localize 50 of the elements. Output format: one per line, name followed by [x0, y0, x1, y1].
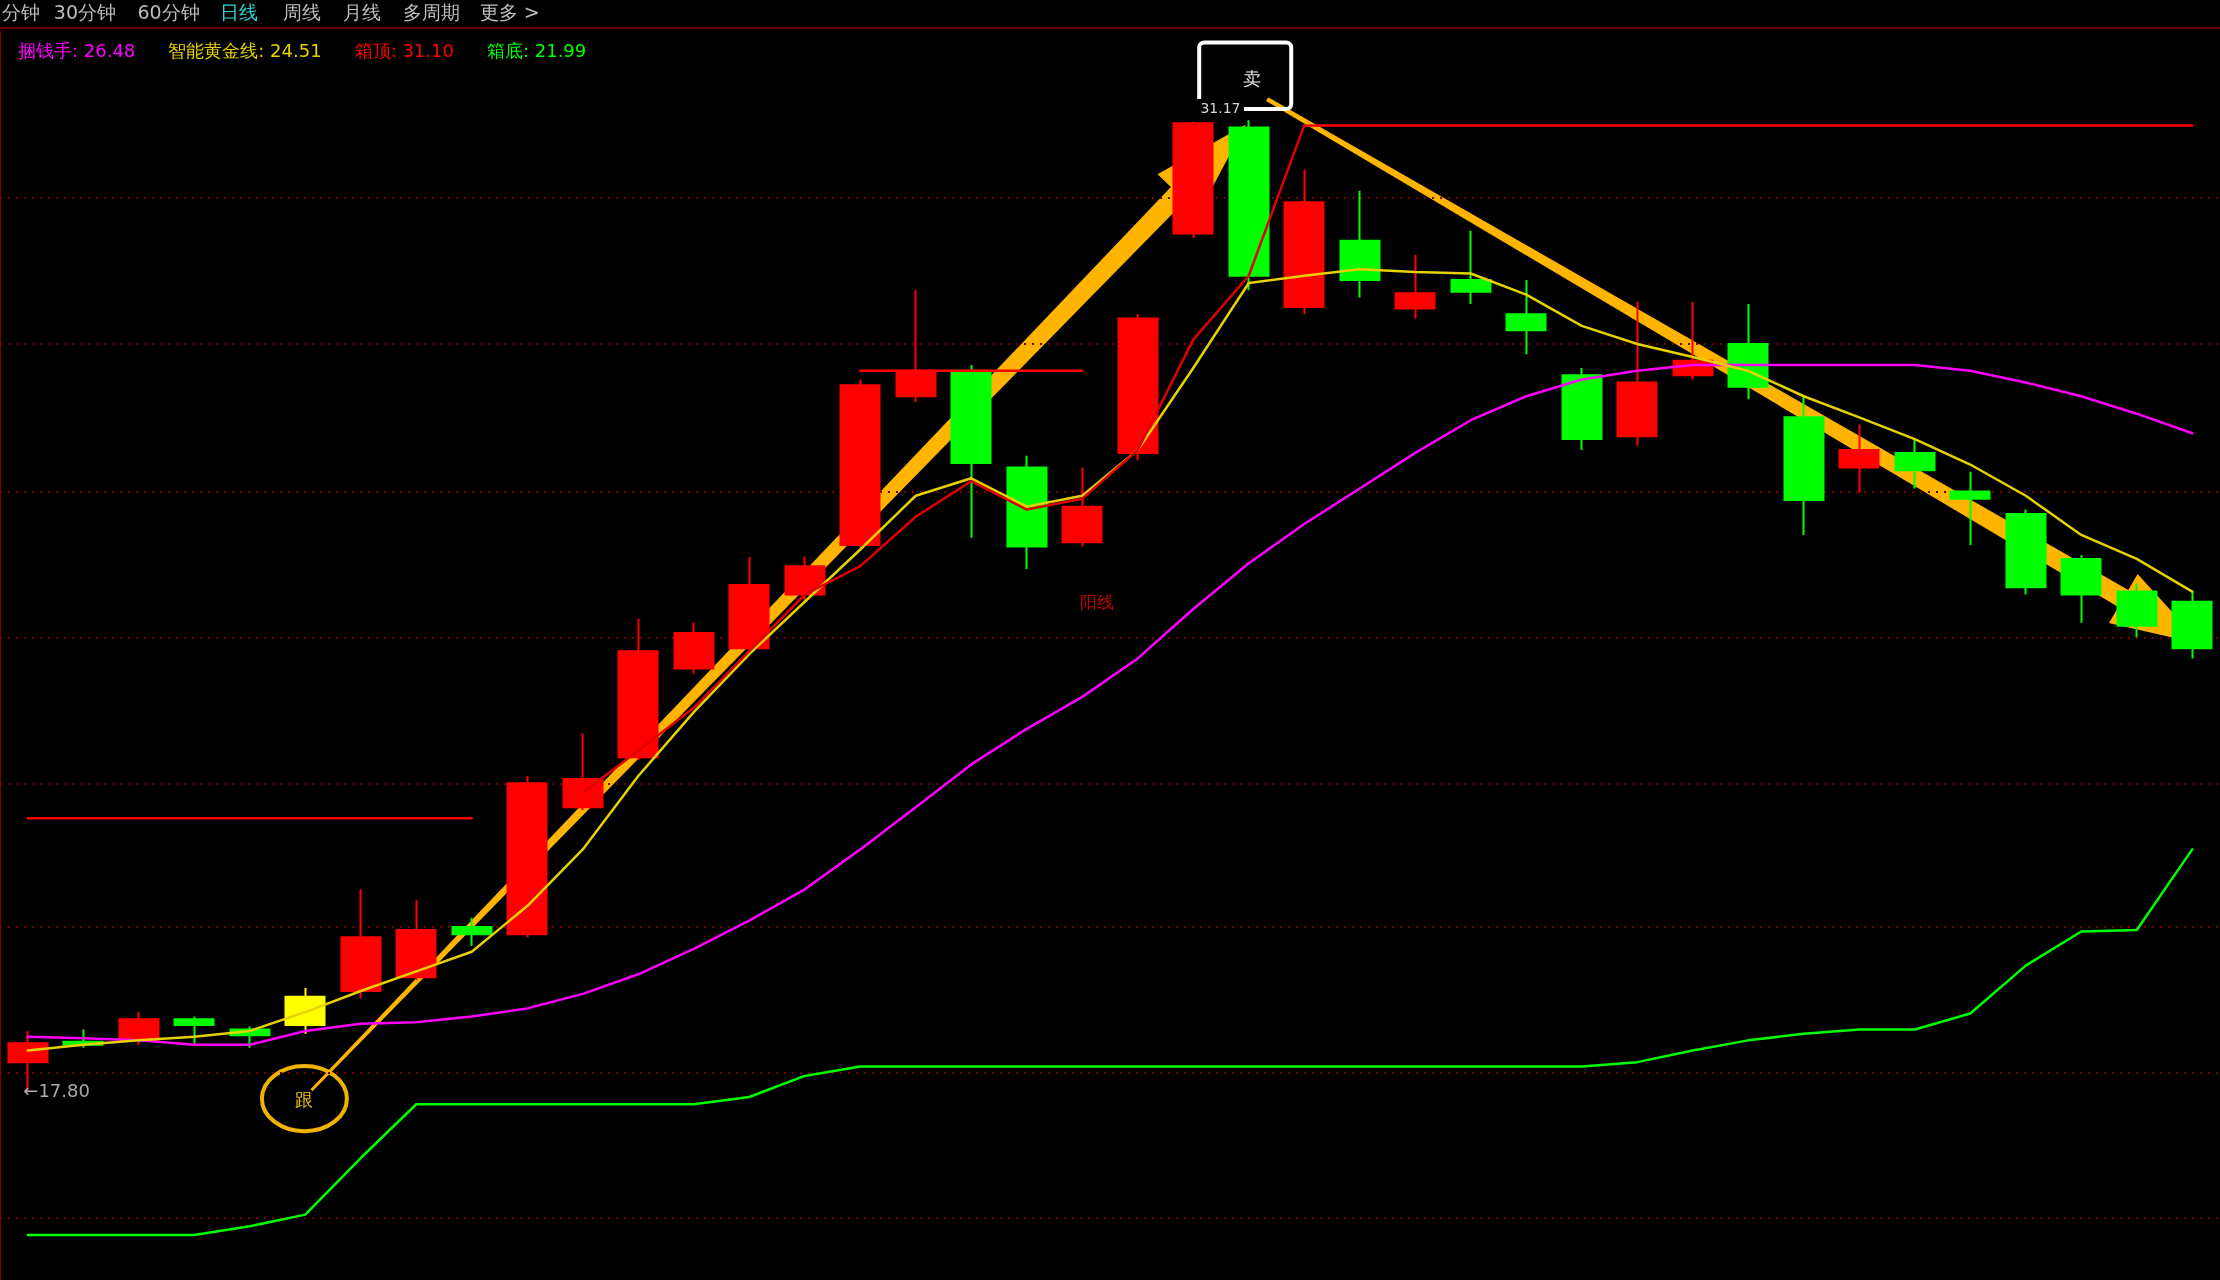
- candlestick: [1061, 466, 1103, 548]
- text: 箱顶: 31.10: [354, 39, 454, 61]
- text: 日线: [220, 0, 259, 25]
- candlestick: [1949, 470, 1991, 547]
- candlestick: [118, 1011, 160, 1046]
- candlestick: [1006, 454, 1048, 571]
- annotation: 31.17: [1197, 98, 1244, 117]
- candlestick: [340, 888, 382, 1000]
- annotation: 跟: [295, 1088, 314, 1113]
- candlestick: [173, 1015, 215, 1046]
- candlestick: [784, 555, 826, 603]
- candlestick: [451, 916, 493, 947]
- candlestick: [895, 289, 937, 404]
- candlestick: [1838, 423, 1880, 494]
- text: 60分钟: [137, 0, 200, 25]
- annotation: ←17.80: [23, 1079, 90, 1101]
- candlestick: [1616, 300, 1658, 447]
- candlestick: [1339, 189, 1381, 299]
- annotation: 阳线: [1080, 590, 1115, 614]
- candlestick: [284, 987, 326, 1035]
- candlestick: [2116, 582, 2158, 639]
- candlestick: [1450, 229, 1492, 306]
- candlestick: [617, 617, 659, 762]
- text: 月线: [343, 0, 382, 25]
- candlestick: [395, 899, 437, 982]
- text: 周线: [282, 0, 321, 25]
- candlestick: [1394, 253, 1436, 320]
- candlestick: [2005, 508, 2047, 596]
- candlestick: [673, 621, 715, 675]
- candlestick: [562, 732, 604, 812]
- text: 捆钱手: 26.48: [18, 39, 136, 61]
- candlestick: [1283, 168, 1325, 316]
- text: 智能黄金线: 24.51: [168, 39, 322, 61]
- text: 30分钟: [53, 0, 117, 25]
- text: 多周期: [403, 0, 461, 25]
- candlestick: [506, 775, 548, 939]
- candlestick: [1228, 119, 1270, 292]
- candlestick: [2171, 590, 2213, 660]
- candlestick: [1783, 395, 1825, 536]
- candlestick: [1505, 279, 1547, 356]
- annotation: 卖: [1242, 67, 1261, 92]
- text: 箱底: 21.99: [486, 39, 587, 61]
- candlestick: [1894, 438, 1936, 490]
- candlestick: [1117, 313, 1159, 462]
- text: 更多 >: [479, 0, 540, 25]
- candlestick: [2060, 554, 2102, 624]
- candlestick: [1561, 366, 1603, 451]
- candlestick: [1172, 120, 1214, 239]
- candlestick: [950, 364, 992, 539]
- text: 分钟: [2, 0, 40, 25]
